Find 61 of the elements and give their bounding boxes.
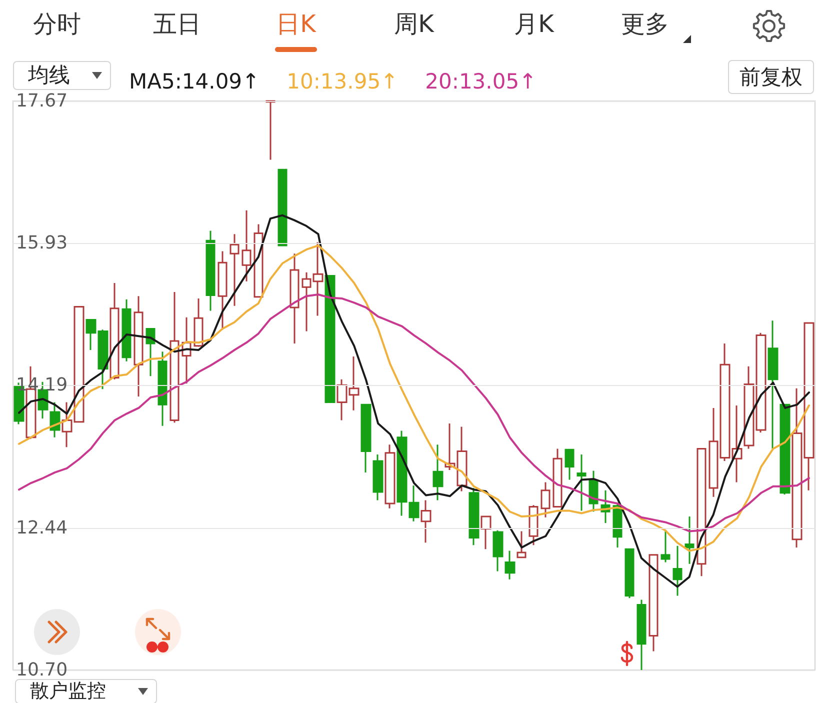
candlestick	[612, 502, 622, 548]
candlestick	[516, 530, 526, 558]
candlestick	[230, 233, 240, 307]
button: 前复权	[728, 60, 814, 94]
candlestick	[768, 320, 778, 450]
candlestick	[158, 350, 168, 427]
tab-label: 周K	[394, 12, 434, 36]
candlestick	[492, 530, 504, 572]
candlestick	[624, 548, 634, 599]
candlestick	[636, 599, 646, 671]
tab-label: 日K	[276, 12, 316, 36]
candlestick	[780, 404, 790, 496]
y-tick-label: 15.93	[16, 232, 68, 254]
candlestick	[588, 470, 598, 512]
candlestick	[110, 282, 120, 380]
candlestick	[266, 100, 276, 161]
tab-label: 分时	[33, 12, 81, 36]
candlestick	[194, 298, 204, 348]
y-tick-label: 12.44	[16, 517, 68, 538]
candlestick	[504, 550, 516, 580]
candlestick	[290, 252, 300, 344]
line-series	[18, 293, 810, 532]
candlestick	[420, 499, 432, 544]
candlestick	[182, 316, 192, 384]
candlestick	[372, 454, 384, 501]
candlestick	[648, 554, 658, 652]
candlestick	[684, 516, 694, 565]
dropdown: 均线	[13, 61, 111, 90]
candlestick	[540, 481, 550, 518]
candlestick	[218, 250, 228, 330]
y-tick-label: 10.70	[16, 660, 68, 680]
candlestick	[170, 291, 180, 424]
candlestick	[206, 230, 216, 312]
text: MA5:14.09↑	[129, 70, 260, 94]
candlestick	[696, 448, 706, 577]
dropdown: 散户监控	[15, 679, 157, 703]
candlestick	[242, 210, 252, 282]
text: 20:13.05↑	[425, 70, 537, 94]
candlestick	[360, 403, 372, 474]
y-tick-label: 14.19	[16, 374, 68, 396]
candlestick	[278, 168, 288, 246]
line-series	[18, 214, 810, 588]
y-tick-label: 17.67	[16, 90, 68, 112]
candlestick	[528, 504, 538, 546]
candlestick	[552, 448, 562, 508]
candlestick	[134, 295, 144, 398]
candlestick	[324, 274, 336, 403]
candlestick	[480, 516, 492, 550]
candlestick	[576, 454, 586, 512]
candlestick	[468, 487, 480, 546]
candlestick	[384, 444, 396, 510]
candlestick	[432, 444, 444, 501]
candlestick	[122, 298, 132, 362]
candlestick	[254, 224, 264, 298]
tab-label: 更多	[621, 12, 669, 36]
tab-label: 月K	[514, 12, 554, 36]
candlestick	[564, 448, 574, 481]
candlestick	[660, 530, 670, 563]
candlestick	[672, 545, 682, 596]
text: 10:13.95↑	[286, 70, 398, 94]
tab-label: 五日	[153, 12, 201, 36]
